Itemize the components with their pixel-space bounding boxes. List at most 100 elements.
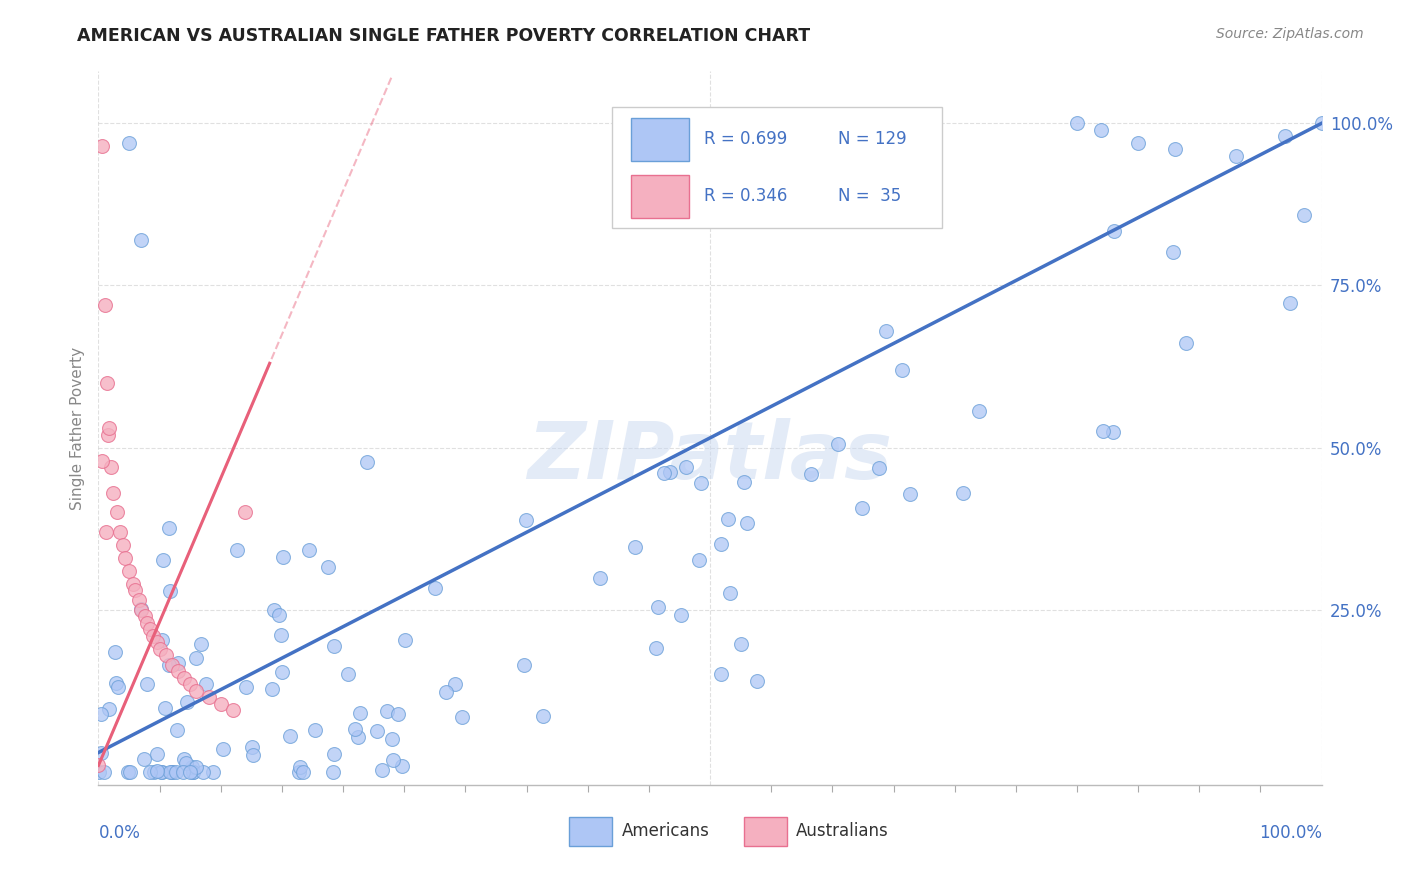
Point	[287, 764, 309, 779]
Point	[375, 704, 398, 718]
Point	[176, 695, 198, 709]
Point	[381, 731, 404, 746]
Point	[1104, 224, 1126, 238]
Point	[194, 677, 217, 691]
Point	[90, 706, 112, 721]
Point	[179, 764, 201, 779]
Point	[716, 512, 738, 526]
Text: AMERICAN VS AUSTRALIAN SINGLE FATHER POVERTY CORRELATION CHART: AMERICAN VS AUSTRALIAN SINGLE FATHER POV…	[77, 27, 810, 45]
Point	[890, 363, 912, 377]
Point	[271, 665, 294, 679]
Point	[97, 702, 120, 716]
Point	[675, 460, 697, 475]
Point	[1161, 244, 1184, 259]
Point	[1310, 116, 1333, 130]
Point	[181, 764, 204, 779]
Point	[263, 603, 285, 617]
FancyBboxPatch shape	[630, 175, 689, 218]
Point	[159, 583, 181, 598]
Point	[96, 376, 118, 390]
Point	[166, 723, 188, 737]
Point	[149, 641, 172, 656]
Point	[366, 724, 388, 739]
Point	[197, 690, 219, 705]
Point	[381, 753, 404, 767]
Point	[124, 583, 146, 598]
Point	[172, 764, 194, 779]
Point	[121, 577, 143, 591]
Point	[1225, 149, 1247, 163]
Point	[288, 760, 311, 774]
Point	[181, 759, 204, 773]
Point	[1092, 424, 1115, 438]
Point	[450, 710, 472, 724]
Text: 0.0%: 0.0%	[98, 824, 141, 842]
Point	[270, 628, 292, 642]
Point	[1090, 122, 1112, 136]
Point	[111, 538, 134, 552]
Point	[291, 764, 314, 779]
Point	[134, 752, 156, 766]
Text: R = 0.699: R = 0.699	[704, 130, 787, 148]
Text: Australians: Australians	[796, 822, 889, 840]
Point	[1128, 136, 1150, 150]
Point	[105, 676, 128, 690]
Point	[710, 537, 733, 551]
Point	[157, 658, 180, 673]
FancyBboxPatch shape	[612, 107, 942, 228]
Point	[179, 677, 201, 691]
Point	[202, 764, 225, 779]
Point	[967, 404, 990, 418]
Point	[150, 764, 173, 779]
Point	[212, 742, 235, 756]
Point	[735, 516, 758, 531]
Point	[222, 703, 245, 717]
Point	[304, 723, 326, 737]
Point	[160, 657, 183, 672]
Point	[91, 139, 114, 153]
Point	[152, 553, 174, 567]
Point	[184, 650, 207, 665]
Point	[1164, 142, 1187, 156]
Point	[242, 747, 264, 762]
Point	[371, 763, 394, 777]
Point	[233, 506, 256, 520]
Point	[225, 542, 247, 557]
Point	[394, 632, 416, 647]
Point	[669, 608, 692, 623]
Point	[589, 570, 612, 584]
Point	[134, 609, 156, 624]
Point	[160, 764, 183, 779]
Point	[173, 752, 195, 766]
Point	[98, 421, 121, 435]
Point	[323, 640, 346, 654]
Point	[356, 455, 378, 469]
Point	[110, 524, 132, 539]
Point	[688, 553, 710, 567]
Point	[174, 756, 197, 770]
Point	[323, 747, 346, 761]
Point	[131, 601, 153, 615]
Point	[97, 427, 120, 442]
Point	[90, 746, 112, 760]
Point	[260, 681, 283, 696]
Text: N =  35: N = 35	[838, 187, 901, 205]
Point	[104, 645, 127, 659]
Point	[129, 603, 152, 617]
Point	[444, 676, 467, 690]
Point	[181, 764, 204, 779]
Point	[623, 540, 645, 554]
Point	[387, 707, 409, 722]
FancyBboxPatch shape	[630, 118, 689, 161]
Point	[658, 466, 681, 480]
Point	[118, 136, 141, 150]
Y-axis label: Single Father Poverty: Single Father Poverty	[69, 347, 84, 509]
Point	[128, 593, 150, 607]
Point	[153, 701, 176, 715]
Point	[344, 722, 367, 736]
Point	[107, 680, 129, 694]
Text: N = 129: N = 129	[838, 130, 907, 148]
Point	[1294, 208, 1316, 222]
Point	[91, 453, 114, 467]
Point	[136, 615, 159, 630]
